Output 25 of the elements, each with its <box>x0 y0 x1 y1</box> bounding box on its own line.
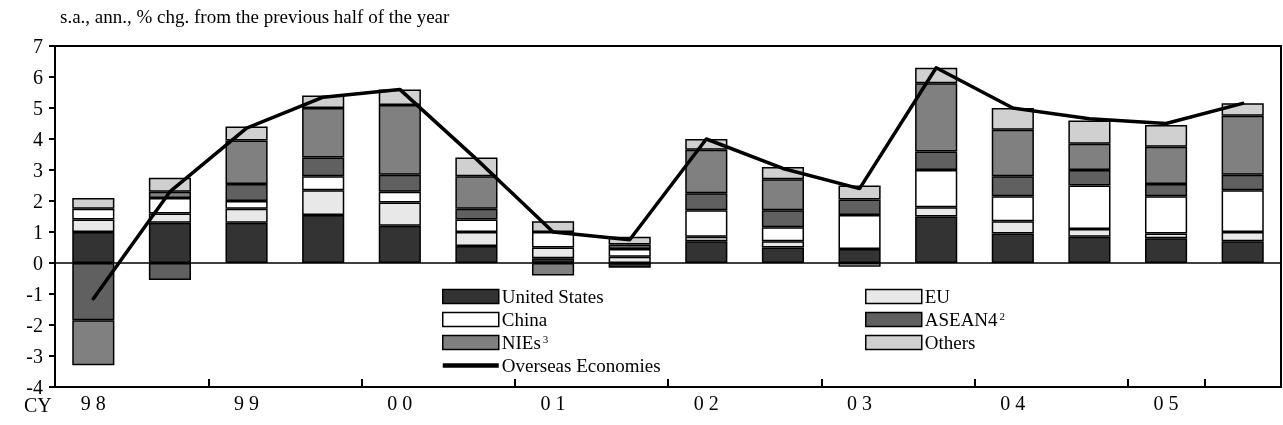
y-tick-label: 1 <box>33 221 43 243</box>
y-tick-label: -3 <box>26 345 43 367</box>
chart-title: s.a., ann., % chg. from the previous half of the year <box>60 6 451 27</box>
y-tick-label: 7 <box>33 35 43 57</box>
legend-label: EU <box>924 286 951 307</box>
x-tick-label: 0 0 <box>387 392 413 414</box>
y-tick-label: 4 <box>33 128 43 150</box>
x-tick-label: 0 5 <box>1153 392 1179 414</box>
x-tick-label: 0 1 <box>540 392 566 414</box>
y-tick-label: 6 <box>33 66 43 88</box>
y-tick-label: -1 <box>26 283 43 305</box>
legend-label: Overseas Economies <box>501 355 661 376</box>
x-tick-label: 0 3 <box>847 392 873 414</box>
y-tick-label: 3 <box>33 159 43 181</box>
legend-label: United States <box>501 286 604 307</box>
y-tick-label: 2 <box>33 190 43 212</box>
x-tick-label: 9 9 <box>234 392 260 414</box>
x-tick-label: 9 8 <box>80 392 106 414</box>
x-tick-label: 0 4 <box>1000 392 1026 414</box>
legend-label: Others <box>924 332 976 353</box>
y-tick-label: -2 <box>26 314 43 336</box>
legend-label: China <box>501 309 548 330</box>
x-tick-label: 0 2 <box>693 392 719 414</box>
y-tick-label: 5 <box>33 97 43 119</box>
y-tick-label: 0 <box>33 252 43 274</box>
